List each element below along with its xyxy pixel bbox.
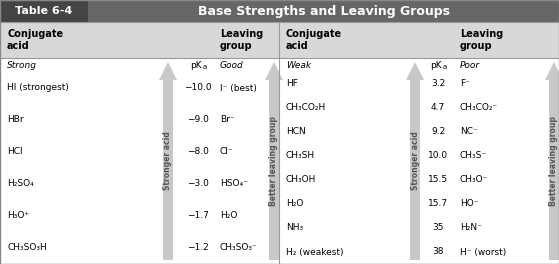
Text: −1.2: −1.2: [187, 243, 209, 252]
Text: HI (strongest): HI (strongest): [7, 83, 69, 92]
Text: 4.7: 4.7: [431, 103, 445, 112]
Text: CH₃O⁻: CH₃O⁻: [460, 176, 489, 185]
Text: CH₃SH: CH₃SH: [286, 152, 315, 161]
Text: Br⁻: Br⁻: [220, 116, 235, 125]
Text: 3.2: 3.2: [431, 79, 445, 88]
Text: −9.0: −9.0: [187, 116, 209, 125]
Text: Better leaving group: Better leaving group: [269, 116, 278, 206]
Text: Weak: Weak: [286, 61, 311, 70]
Bar: [0, 0, 88, 22]
Text: Leaving
group: Leaving group: [220, 29, 263, 51]
Text: Strong: Strong: [7, 61, 37, 70]
Text: HBr: HBr: [7, 116, 23, 125]
Text: H₂N⁻: H₂N⁻: [460, 224, 482, 233]
Text: Good: Good: [220, 61, 244, 70]
Text: H₃O⁺: H₃O⁺: [7, 211, 29, 220]
Text: HCN: HCN: [286, 128, 306, 136]
Text: HF: HF: [286, 79, 298, 88]
Text: H₂ (weakest): H₂ (weakest): [286, 248, 343, 257]
Text: H⁻ (worst): H⁻ (worst): [460, 248, 506, 257]
Text: F⁻: F⁻: [460, 79, 470, 88]
Text: H₂SO₄: H₂SO₄: [7, 180, 34, 188]
Text: Leaving
group: Leaving group: [460, 29, 503, 51]
Text: Base Strengths and Leaving Groups: Base Strengths and Leaving Groups: [197, 4, 449, 17]
Text: pK: pK: [190, 61, 202, 70]
Text: Cl⁻: Cl⁻: [220, 148, 234, 157]
Text: Better leaving group: Better leaving group: [549, 116, 558, 206]
Text: H₂O: H₂O: [286, 200, 304, 209]
Text: a: a: [443, 64, 447, 70]
Text: CH₃CO₂⁻: CH₃CO₂⁻: [460, 103, 498, 112]
Text: I⁻ (best): I⁻ (best): [220, 83, 257, 92]
Text: Conjugate
acid: Conjugate acid: [286, 29, 342, 51]
Text: NC⁻: NC⁻: [460, 128, 478, 136]
Text: 15.7: 15.7: [428, 200, 448, 209]
Polygon shape: [265, 62, 283, 260]
Text: 35: 35: [432, 224, 444, 233]
Text: −1.7: −1.7: [187, 211, 209, 220]
Text: −3.0: −3.0: [187, 180, 209, 188]
Bar: [88, 0, 559, 22]
Text: Table 6-4: Table 6-4: [16, 6, 73, 16]
Text: a: a: [203, 64, 207, 70]
Bar: [0, 22, 559, 58]
Text: Stronger acid: Stronger acid: [410, 132, 419, 190]
Polygon shape: [406, 62, 424, 260]
Text: −10.0: −10.0: [184, 83, 212, 92]
Text: CH₃SO₃⁻: CH₃SO₃⁻: [220, 243, 258, 252]
Text: CH₃SO₃H: CH₃SO₃H: [7, 243, 47, 252]
Text: 9.2: 9.2: [431, 128, 445, 136]
Text: 38: 38: [432, 248, 444, 257]
Text: 10.0: 10.0: [428, 152, 448, 161]
Text: CH₃S⁻: CH₃S⁻: [460, 152, 487, 161]
Polygon shape: [545, 62, 559, 260]
Text: −8.0: −8.0: [187, 148, 209, 157]
Text: NH₃: NH₃: [286, 224, 303, 233]
Text: Stronger acid: Stronger acid: [163, 132, 173, 190]
Text: HCl: HCl: [7, 148, 22, 157]
Polygon shape: [159, 62, 177, 260]
Text: HSO₄⁻: HSO₄⁻: [220, 180, 248, 188]
Text: 15.5: 15.5: [428, 176, 448, 185]
Text: HO⁻: HO⁻: [460, 200, 479, 209]
Text: CH₃OH: CH₃OH: [286, 176, 316, 185]
Text: Conjugate
acid: Conjugate acid: [7, 29, 63, 51]
Text: CH₃CO₂H: CH₃CO₂H: [286, 103, 326, 112]
Text: Poor: Poor: [460, 61, 480, 70]
Text: pK: pK: [430, 61, 442, 70]
Text: H₂O: H₂O: [220, 211, 238, 220]
